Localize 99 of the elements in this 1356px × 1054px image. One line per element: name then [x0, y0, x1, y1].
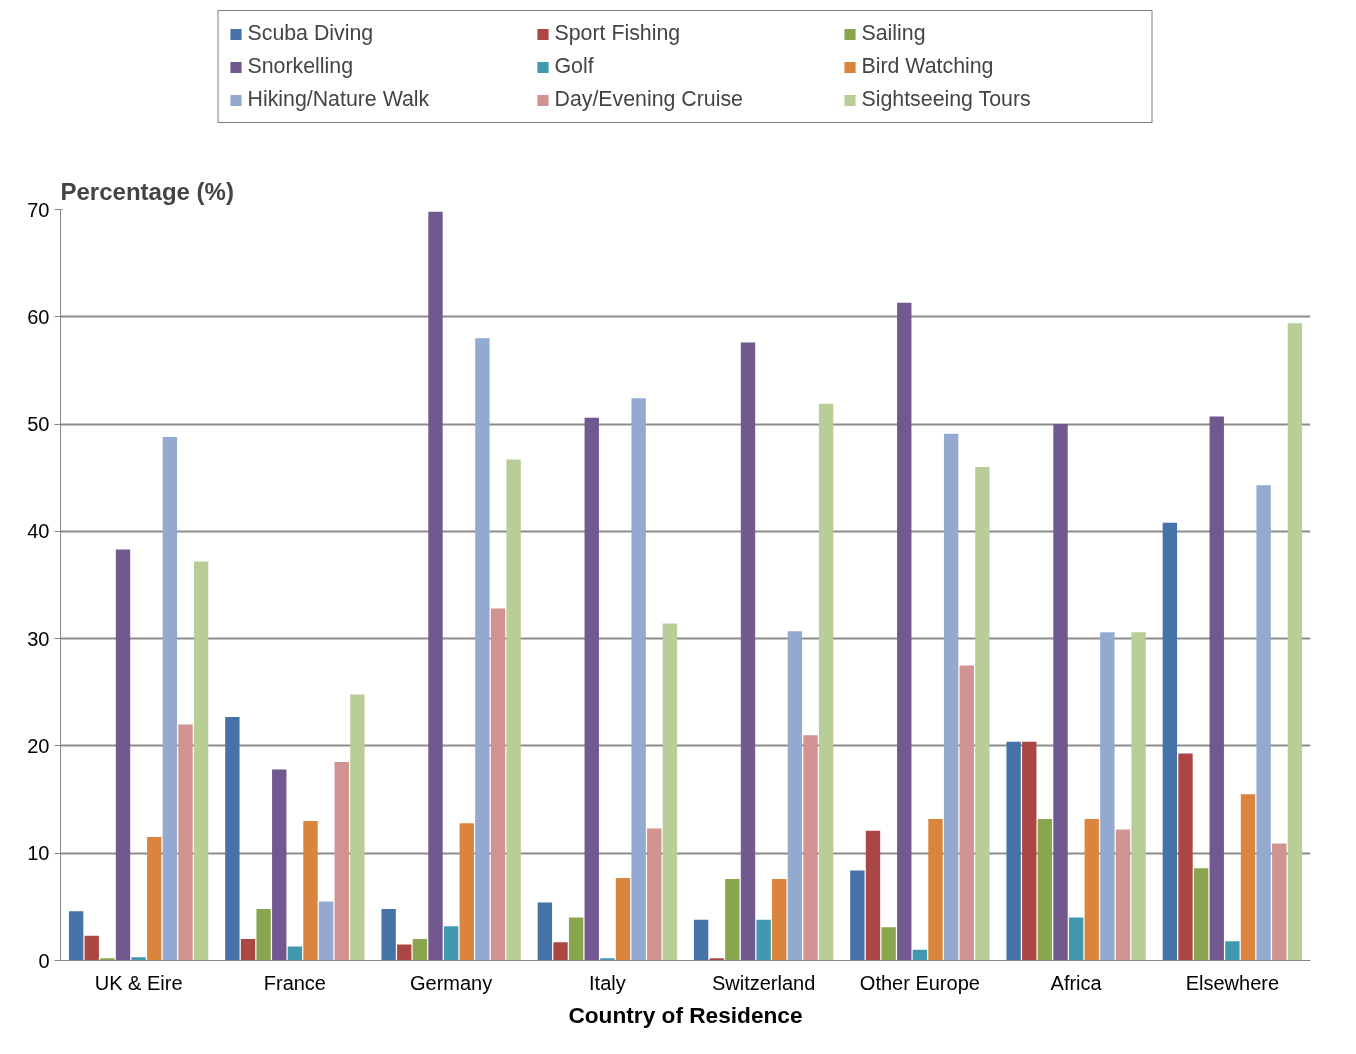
- y-tick-label: 70: [27, 198, 50, 221]
- y-tick-label: 0: [38, 949, 50, 972]
- bar: [1037, 818, 1053, 961]
- legend-label: Sport Fishing: [554, 21, 682, 46]
- y-tick-label: 50: [27, 413, 50, 436]
- bar: [959, 665, 974, 961]
- bar: [412, 939, 428, 961]
- bar: [1006, 741, 1021, 961]
- bar: [881, 927, 896, 961]
- bar: [475, 338, 490, 961]
- bar: [600, 958, 615, 961]
- bar: [615, 877, 631, 961]
- legend-label: Hiking/Nature Walk: [247, 87, 431, 112]
- bar: [397, 944, 412, 961]
- bar: [256, 909, 271, 961]
- bar: [100, 958, 115, 961]
- legend-label: Sailing: [861, 21, 927, 46]
- x-tick-label: Other Europe: [859, 971, 980, 994]
- bar: [1225, 941, 1240, 961]
- bar: [631, 398, 646, 961]
- bar: [334, 762, 349, 961]
- bar: [1131, 632, 1146, 961]
- bar: [1115, 829, 1131, 961]
- x-tick-label: Germany: [410, 971, 493, 994]
- legend-label: Golf: [554, 54, 595, 79]
- bar: [272, 769, 287, 961]
- bar: [772, 878, 787, 961]
- bar: [459, 823, 474, 961]
- bar: [647, 828, 662, 961]
- bar: [84, 935, 99, 961]
- x-tick-label: Africa: [1050, 971, 1103, 994]
- bar: [303, 821, 318, 961]
- y-tick-label: 10: [27, 842, 50, 865]
- bar: [225, 716, 240, 961]
- bar: [553, 942, 568, 961]
- x-tick-label: Switzerland: [711, 971, 816, 994]
- bar: [865, 830, 881, 961]
- bar: [490, 608, 506, 961]
- bar: [178, 724, 193, 961]
- bar: [787, 631, 803, 961]
- bar: [584, 417, 599, 961]
- y-tick-label: 30: [27, 627, 50, 650]
- x-tick-label: Elsewhere: [1185, 971, 1280, 994]
- legend-label: Scuba Diving: [247, 21, 375, 46]
- bar: [1209, 416, 1224, 961]
- bar: [350, 694, 365, 961]
- bar: [1178, 753, 1193, 961]
- bar: [975, 466, 990, 961]
- bar: [240, 939, 256, 961]
- bar: [318, 901, 334, 961]
- bar: [1100, 632, 1115, 961]
- bar: [928, 818, 943, 961]
- bar: [443, 926, 459, 961]
- bar: [537, 902, 553, 961]
- bar: [115, 549, 131, 961]
- bar: [568, 917, 584, 961]
- y-tick-label: 60: [27, 305, 50, 328]
- bar: [1022, 741, 1037, 961]
- bar: [725, 878, 740, 961]
- bar: [1272, 843, 1287, 961]
- bar: [943, 433, 959, 961]
- bar: [193, 561, 209, 961]
- bar: [162, 436, 178, 961]
- legend-label: Day/Evening Cruise: [554, 87, 744, 112]
- bar: [1084, 818, 1099, 961]
- bar: [693, 919, 709, 961]
- bar: [803, 735, 818, 961]
- bar: [662, 623, 678, 961]
- bar: [1193, 868, 1209, 961]
- bar: [912, 949, 928, 961]
- bar: [1240, 794, 1256, 961]
- bar: [68, 911, 84, 961]
- bar: [506, 459, 521, 961]
- bar: [818, 403, 834, 961]
- bar: [740, 342, 756, 961]
- bar: [381, 909, 396, 961]
- bar: [756, 919, 771, 961]
- bar: [897, 302, 912, 961]
- bar: [850, 870, 865, 961]
- bar: [287, 946, 303, 961]
- x-axis-title: Country of Residence: [568, 1001, 803, 1028]
- x-tick-label: France: [263, 971, 326, 994]
- y-axis-title: Percentage (%): [60, 177, 234, 205]
- bar: [1287, 323, 1303, 961]
- y-tick-label: 20: [27, 734, 50, 757]
- bar: [1256, 485, 1271, 961]
- bar: [709, 958, 724, 961]
- bar: [131, 957, 146, 961]
- bar: [1053, 424, 1068, 961]
- y-tick-label: 40: [27, 520, 50, 543]
- x-tick-label: Italy: [589, 971, 626, 994]
- bar: [1068, 917, 1084, 961]
- legend-label: Sightseeing Tours: [861, 87, 1032, 112]
- x-tick-label: UK & Eire: [94, 971, 183, 994]
- legend-label: Bird Watching: [861, 54, 995, 79]
- bar: [147, 837, 162, 961]
- bar: [1162, 522, 1178, 961]
- bar: [428, 211, 443, 961]
- legend-label: Snorkelling: [247, 54, 355, 79]
